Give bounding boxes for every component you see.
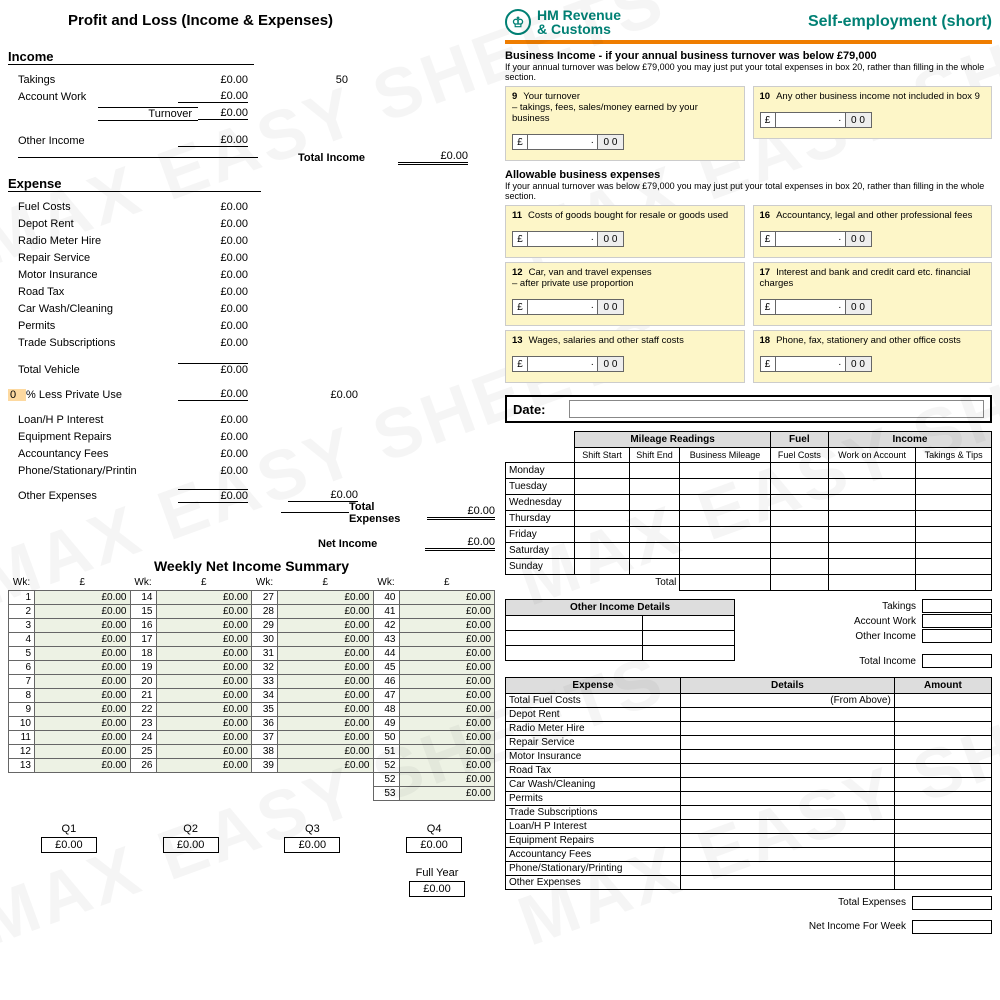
box-18-input[interactable]: £·0 0	[760, 356, 986, 372]
allowable-heading: Allowable business expenses	[505, 169, 992, 181]
box-11-input[interactable]: £·0 0	[512, 231, 738, 247]
turnover-value: £0.00	[198, 107, 248, 120]
exp-value: £0.00	[178, 235, 248, 247]
date-bar: Date:	[505, 395, 992, 423]
private-value2: £0.00	[288, 389, 358, 401]
expense-table: ExpenseDetailsAmount Total Fuel Costs(Fr…	[505, 677, 992, 890]
box-10-input[interactable]: £·0 0	[760, 112, 986, 128]
box-16: 16Accountancy, legal and other professio…	[753, 205, 993, 258]
exp-value: £0.00	[178, 303, 248, 315]
se-title: Self-employment (short)	[808, 13, 992, 31]
date-input[interactable]	[569, 400, 984, 418]
other-exp-label: Other Expenses	[8, 490, 178, 502]
hmrc-logo: ♔ HM Revenue& Customs	[505, 8, 621, 36]
loan-label: Equipment Repairs	[8, 431, 178, 443]
box-16-input[interactable]: £·0 0	[760, 231, 986, 247]
loan-value: £0.00	[178, 448, 248, 460]
q-label: Q1	[41, 823, 97, 835]
box-11: 11Costs of goods bought for resale or go…	[505, 205, 745, 258]
box-10: 10Any other business income not included…	[753, 86, 993, 139]
private-value: £0.00	[178, 388, 248, 401]
box-9-input[interactable]: £·0 0	[512, 134, 738, 150]
total-income-label: Total Income	[298, 152, 398, 164]
exp-value: £0.00	[178, 201, 248, 213]
q-value: £0.00	[163, 837, 219, 853]
exp-value: £0.00	[178, 218, 248, 230]
q-value: £0.00	[406, 837, 462, 853]
exp-label: Repair Service	[8, 252, 178, 264]
private-pct: 0	[8, 389, 26, 401]
crown-icon: ♔	[505, 9, 531, 35]
loan-label: Loan/H P Interest	[8, 414, 178, 426]
exp-label: Permits	[8, 320, 178, 332]
pl-title: Profit and Loss (Income & Expenses)	[68, 12, 495, 29]
private-label: % Less Private Use	[26, 389, 178, 401]
box-13: 13Wages, salaries and other staff costs£…	[505, 330, 745, 383]
q-value: £0.00	[284, 837, 340, 853]
business-income-heading: Business Income - if your annual busines…	[505, 50, 992, 62]
box-9: 9Your turnover– takings, fees, sales/mon…	[505, 86, 745, 161]
expense-heading: Expense	[8, 176, 261, 192]
other-income-table: Other Income Details	[505, 599, 735, 661]
exp-label: Fuel Costs	[8, 201, 178, 213]
fifty-value: 50	[288, 74, 348, 86]
net-income-week-value	[912, 920, 992, 934]
full-year-value: £0.00	[409, 881, 465, 897]
acct-value: £0.00	[178, 90, 248, 103]
exp-label: Depot Rent	[8, 218, 178, 230]
exp-label: Road Tax	[8, 286, 178, 298]
net-income-week-label: Net Income For Week	[809, 921, 906, 932]
box-12: 12Car, van and travel expenses– after pr…	[505, 262, 745, 326]
exp-label: Motor Insurance	[8, 269, 178, 281]
other-exp-value: £0.00	[178, 489, 248, 503]
total-income-value: £0.00	[398, 150, 468, 165]
loan-value: £0.00	[178, 465, 248, 477]
box-17-input[interactable]: £·0 0	[760, 299, 986, 315]
income-heading: Income	[8, 49, 254, 65]
exp-value: £0.00	[178, 320, 248, 332]
loan-value: £0.00	[178, 414, 248, 426]
exp-value: £0.00	[178, 252, 248, 264]
total-vehicle-label: Total Vehicle	[8, 364, 178, 376]
total-vehicle-value: £0.00	[178, 363, 248, 376]
total-expenses-label: Total Expenses	[349, 501, 427, 525]
box-17: 17Interest and bank and credit card etc.…	[753, 262, 993, 326]
q-label: Q4	[406, 823, 462, 835]
turnover-label: Turnover	[98, 107, 198, 121]
other-income-label: Other Income	[8, 135, 178, 147]
q-value: £0.00	[41, 837, 97, 853]
takings-label: Takings	[8, 74, 178, 86]
exp-label: Radio Meter Hire	[8, 235, 178, 247]
total-expenses-week-label: Total Expenses	[838, 897, 906, 908]
mileage-table: Mileage ReadingsFuelIncome Shift StartSh…	[505, 431, 992, 591]
q-label: Q2	[163, 823, 219, 835]
net-income-label: Net Income	[318, 538, 377, 550]
box-12-input[interactable]: £·0 0	[512, 299, 738, 315]
loan-label: Phone/Stationary/Printin	[8, 465, 178, 477]
other-exp-value2: £0.00	[288, 489, 358, 502]
box-18: 18Phone, fax, stationery and other offic…	[753, 330, 993, 383]
exp-value: £0.00	[178, 286, 248, 298]
total-expenses-value: £0.00	[427, 505, 495, 520]
exp-value: £0.00	[178, 337, 248, 349]
weekly-title: Weekly Net Income Summary	[8, 558, 495, 574]
exp-label: Trade Subscriptions	[8, 337, 178, 349]
weekly-table: Wk:£Wk:£Wk:£Wk:£1£0.0014£0.0027£0.0040£0…	[8, 576, 495, 801]
box-13-input[interactable]: £·0 0	[512, 356, 738, 372]
full-year-label: Full Year	[409, 867, 465, 879]
exp-label: Car Wash/Cleaning	[8, 303, 178, 315]
allowable-sub: If your annual turnover was below £79,00…	[505, 181, 992, 201]
takings-value: £0.00	[178, 74, 248, 86]
other-income-value: £0.00	[178, 134, 248, 147]
business-income-sub: If your annual turnover was below £79,00…	[505, 62, 992, 82]
q-label: Q3	[284, 823, 340, 835]
acct-label: Account Work	[8, 91, 178, 103]
total-expenses-week-value	[912, 896, 992, 910]
net-income-value: £0.00	[425, 536, 495, 551]
loan-label: Accountancy Fees	[8, 448, 178, 460]
exp-value: £0.00	[178, 269, 248, 281]
loan-value: £0.00	[178, 431, 248, 443]
